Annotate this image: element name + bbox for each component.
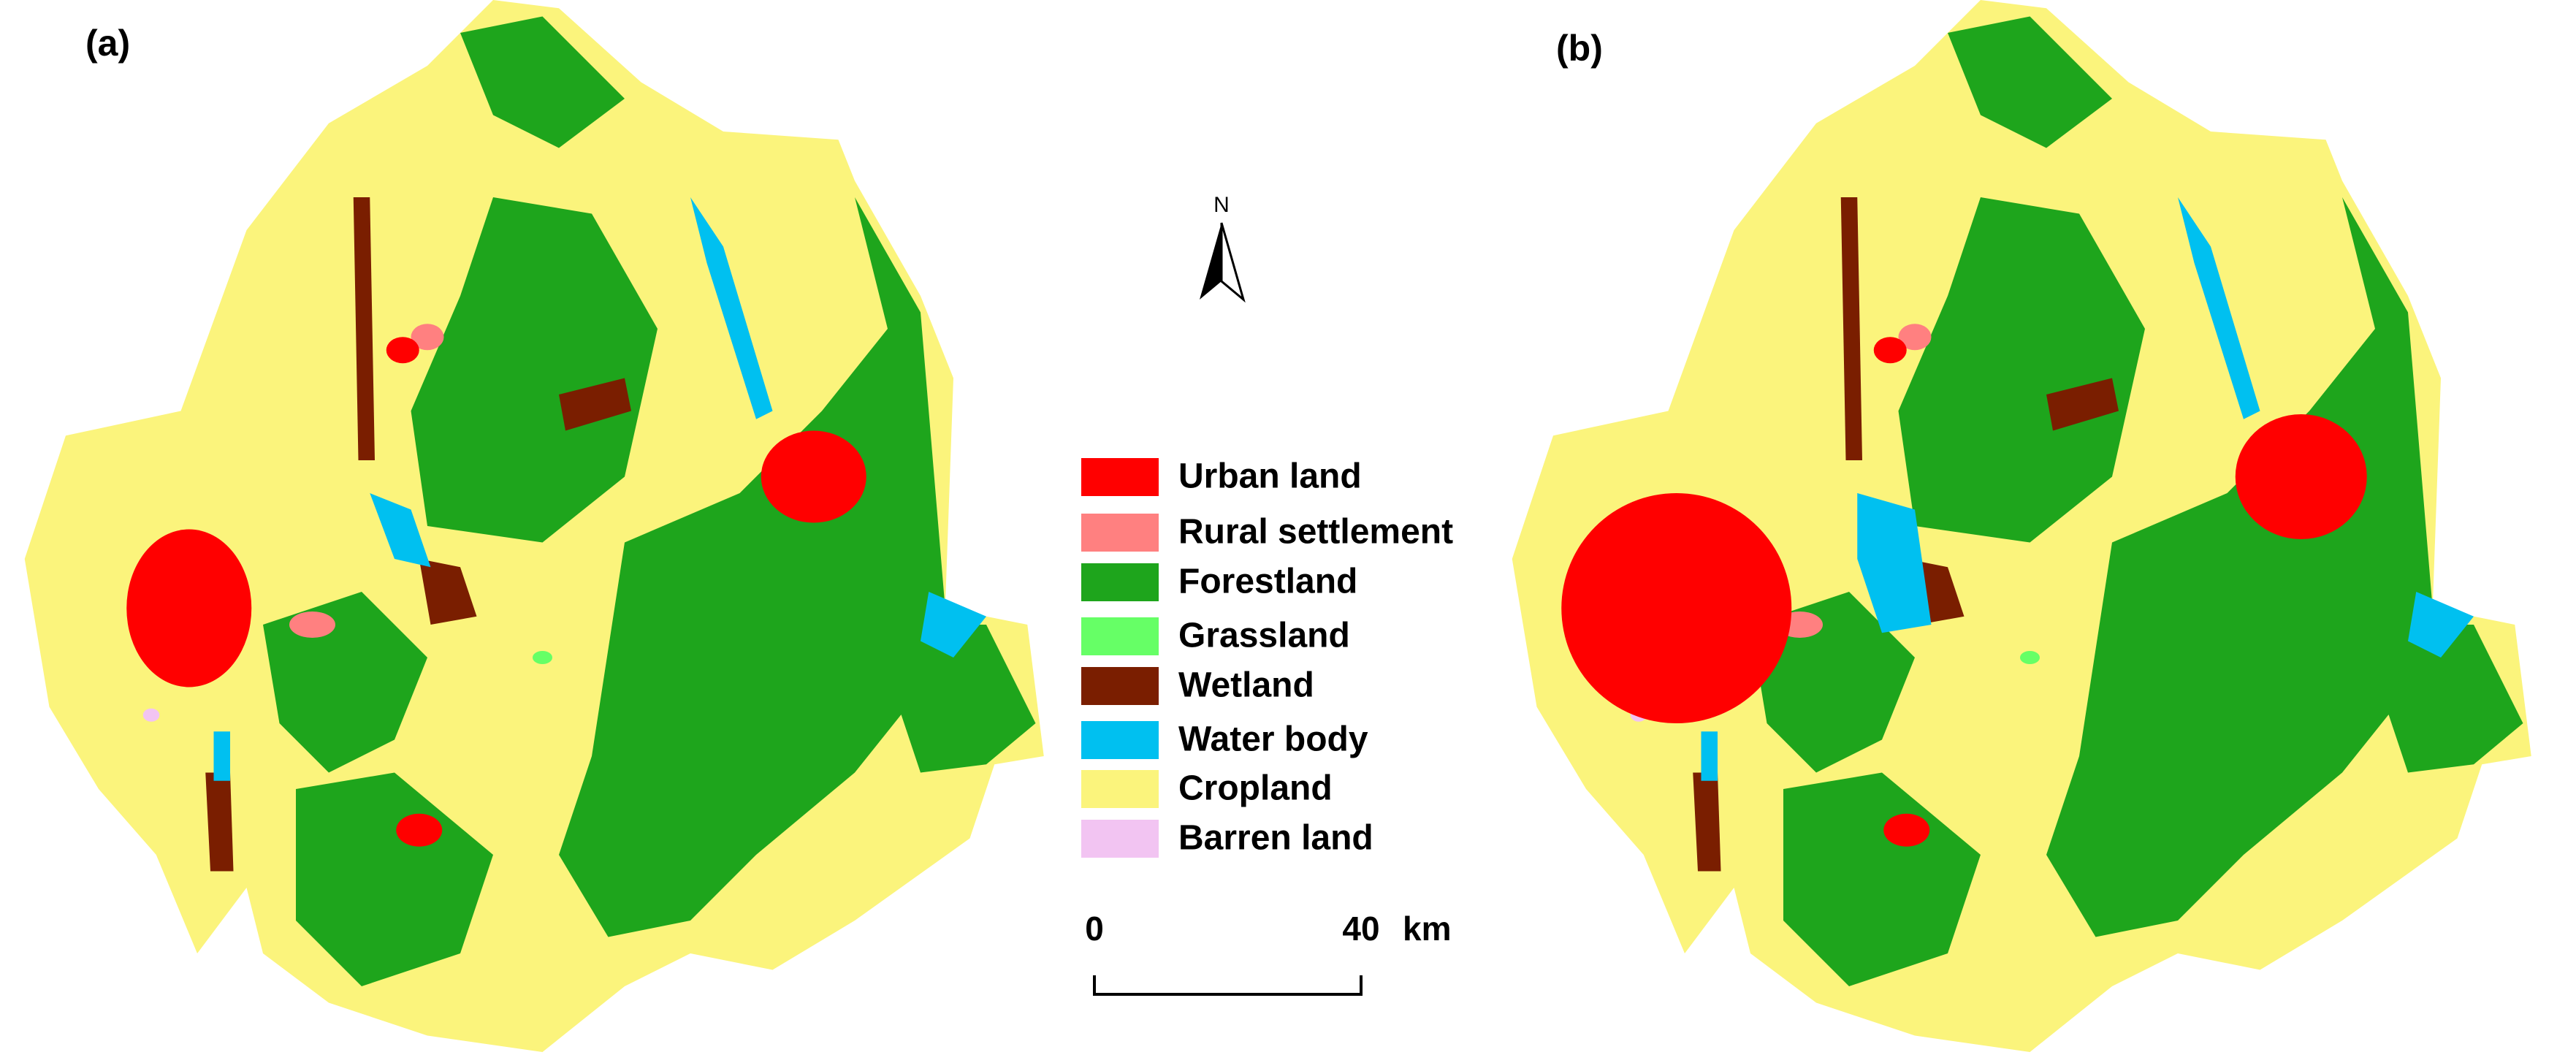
scale-start: 0 [1085, 910, 1104, 948]
forest-region [2046, 197, 2433, 937]
legend-swatch [1081, 667, 1159, 705]
water-region [690, 197, 773, 419]
legend-swatch [1081, 770, 1159, 808]
urban-region [1883, 813, 1930, 847]
rural-settlement [411, 324, 444, 351]
wetland-region [419, 559, 477, 625]
wetland-region [559, 378, 631, 431]
legend-label: Rural settlement [1178, 513, 1453, 552]
map-a [24, 0, 1044, 1052]
wetland-region [353, 197, 375, 460]
forest-region [1750, 592, 1915, 773]
legend-label: Water body [1178, 720, 1368, 759]
legend-label: Forestland [1178, 563, 1357, 601]
legend-label: Grassland [1178, 617, 1350, 655]
forest-region [2358, 625, 2523, 773]
arrow-left [1200, 223, 1222, 300]
forest-region [1898, 197, 2145, 543]
forest-region [411, 197, 658, 543]
legend-label: Urban land [1178, 457, 1362, 496]
wetland-region [1840, 197, 1862, 460]
scale-unit: km [1403, 910, 1451, 948]
urban-region [1561, 493, 1792, 723]
water-region [370, 493, 431, 568]
legend: Urban land Rural settlement Forestland Gras… [1081, 457, 1453, 858]
grassland-region [533, 651, 552, 664]
legend-swatch [1081, 721, 1159, 759]
rural-settlement [1898, 324, 1932, 351]
legend-swatch [1081, 617, 1159, 655]
legend-swatch [1081, 820, 1159, 858]
north-label: N [1213, 193, 1230, 217]
legend-swatch [1081, 458, 1159, 496]
water-region [213, 731, 230, 781]
forest-region [263, 592, 427, 773]
legend-swatch [1081, 514, 1159, 552]
urban-region [386, 337, 419, 364]
rural-settlement [289, 611, 335, 638]
urban-region [396, 813, 443, 847]
forest-region [296, 772, 493, 986]
forest-region [1783, 772, 1981, 986]
legend-label: Wetland [1178, 666, 1314, 705]
wetland-region [205, 772, 234, 872]
urban-region [1873, 337, 1907, 364]
grassland-region [2020, 651, 2040, 664]
wetland-region [1693, 772, 1721, 872]
legend-swatch [1081, 563, 1159, 601]
barren-land [142, 708, 160, 722]
forest-region [559, 197, 945, 937]
arrow-right [1220, 222, 1246, 303]
panel-label: (b) [1556, 28, 1603, 69]
urban-region [761, 430, 866, 523]
map-b [1512, 0, 2531, 1052]
water-region [2408, 592, 2474, 658]
forest-region [871, 625, 1036, 773]
scale-end: 40 [1342, 910, 1379, 948]
water-region [921, 592, 986, 658]
forest-region [1948, 16, 2112, 148]
panel-label: (a) [85, 23, 130, 64]
forest-region [460, 16, 625, 148]
water-region [1701, 731, 1718, 781]
scale-line [1093, 975, 1363, 996]
urban-region [126, 529, 252, 687]
water-region [2178, 197, 2260, 419]
legend-label: Cropland [1178, 769, 1333, 808]
urban-region [2235, 414, 2367, 539]
legend-label: Barren land [1178, 819, 1373, 858]
wetland-region [2046, 378, 2119, 431]
north-arrow: N [1200, 193, 1246, 303]
water-region [1857, 493, 1932, 633]
scale-bar: 0 40 km [1085, 910, 1451, 996]
